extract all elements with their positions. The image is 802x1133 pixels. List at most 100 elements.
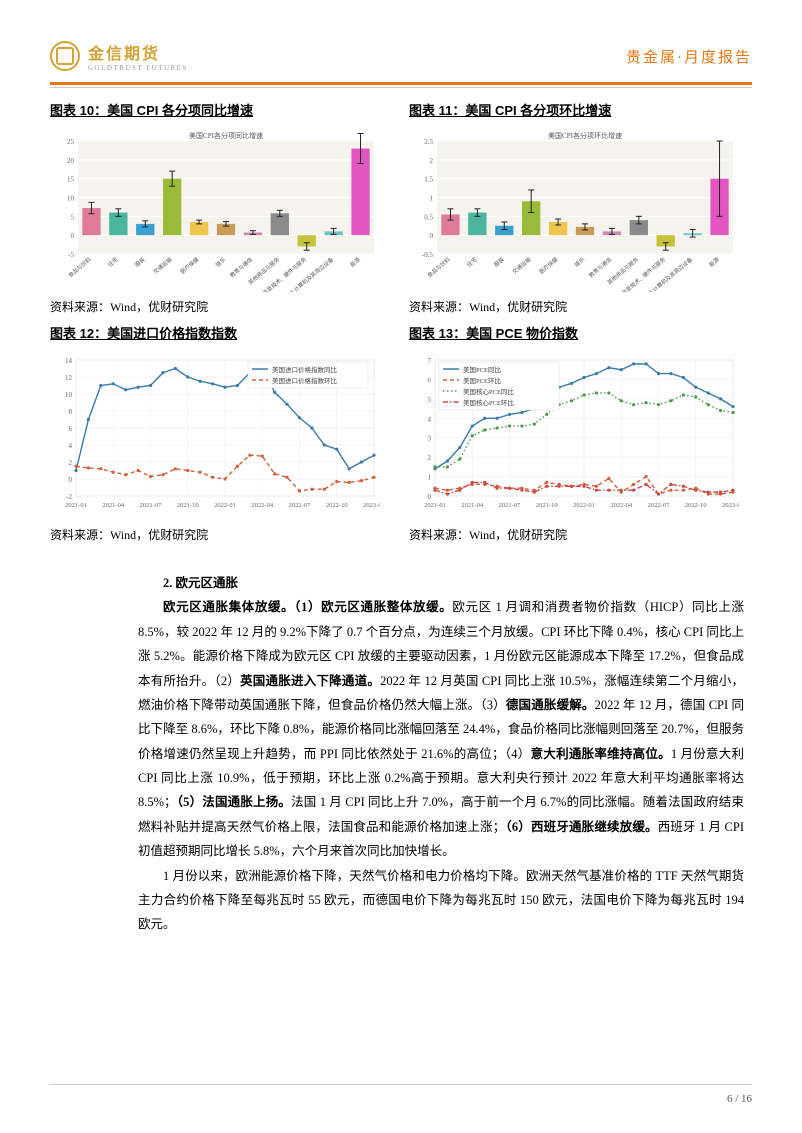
svg-text:12: 12 [65,374,73,382]
svg-text:美国CPI各分项同比增速: 美国CPI各分项同比增速 [189,131,263,140]
svg-text:0: 0 [69,476,73,484]
body-text: 2. 欧元区通胀 欧元区通胀集体放缓。（1）欧元区通胀整体放缓。欧元区 1 月调… [50,571,752,937]
svg-text:2021-04: 2021-04 [102,502,124,509]
svg-text:娱乐: 娱乐 [573,255,587,269]
svg-text:美国CPI各分项环比增速: 美国CPI各分项环比增速 [548,131,622,140]
svg-text:14: 14 [65,357,73,365]
chart-13-title: 图表 13：美国 PCE 物价指数 [409,323,752,342]
svg-text:教育与通信: 教育与通信 [228,255,255,279]
svg-text:2: 2 [428,454,432,462]
logo-text-en: GOLDTRUST FUTURES [88,64,188,72]
logo-text-cn: 金信期货 [88,40,188,64]
svg-text:2022-04: 2022-04 [610,502,632,509]
chart-10-block: 图表 10：美国 CPI 各分项同比增速 -5 0 5 10 15 20 25 美国CPI各分… [50,100,393,315]
svg-text:2022-07: 2022-07 [648,502,670,509]
svg-text:2023-01: 2023-01 [363,502,380,509]
svg-text:4: 4 [428,415,432,423]
svg-text:2021-04: 2021-04 [461,502,483,509]
svg-text:2022-10: 2022-10 [685,502,707,509]
svg-text:15: 15 [67,176,75,184]
svg-text:0: 0 [71,232,75,240]
svg-text:2: 2 [69,459,73,467]
header-divider-2 [50,87,752,88]
svg-text:2.5: 2.5 [424,138,433,146]
svg-text:2022-01: 2022-01 [214,502,236,509]
svg-text:服装: 服装 [133,255,147,269]
svg-text:6: 6 [428,376,432,384]
chart-11-title: 图表 11：美国 CPI 各分项环比增速 [409,100,752,119]
chart-13-source: 资料来源：Wind，优财研究院 [409,526,752,543]
paragraph-1: 欧元区通胀集体放缓。（1）欧元区通胀整体放缓。欧元区 1 月调和消费者物价指数（… [138,595,744,863]
svg-text:美国PCE同比: 美国PCE同比 [463,365,501,374]
chart-12-source: 资料来源：Wind，优财研究院 [50,526,393,543]
svg-text:25: 25 [67,138,75,146]
svg-text:2022-10: 2022-10 [326,502,348,509]
section-title: 2. 欧元区通胀 [163,576,238,590]
svg-text:美国PCE环比: 美国PCE环比 [463,376,501,385]
chart-12-svg: -2 0 2 4 6 8 10 12 14 2021-01 2021-04 2021-07 2021-1… [50,350,380,520]
chart-10-source: 资料来源：Wind，优财研究院 [50,298,393,315]
chart-11-source: 资料来源：Wind，优财研究院 [409,298,752,315]
svg-text:美国进口价格指数环比: 美国进口价格指数环比 [272,376,338,385]
svg-text:住宅: 住宅 [465,255,479,269]
svg-text:交通运输: 交通运输 [510,255,532,276]
svg-text:美国核心PCE环比: 美国核心PCE环比 [463,398,514,407]
chart-11-block: 图表 11：美国 CPI 各分项环比增速 -0.500.511.522.5美国C… [409,100,752,315]
logo-icon [50,41,80,71]
svg-text:0: 0 [428,493,432,501]
svg-text:-5: -5 [68,251,74,259]
svg-text:3: 3 [428,435,432,443]
page-header: 金信期货 GOLDTRUST FUTURES 贵金属·月度报告 [50,40,752,72]
svg-text:-0.5: -0.5 [422,251,434,259]
chart-13-block: 图表 13：美国 PCE 物价指数 0 1 2 3 4 5 6 7 2021-01 2021-04… [409,323,752,543]
svg-text:医疗保健: 医疗保健 [178,255,200,276]
charts-grid: 图表 10：美国 CPI 各分项同比增速 -50510152025美国CPI各分… [50,100,752,543]
chart-12-title: 图表 12：美国进口价格指数指数 [50,323,393,342]
svg-text:0.5: 0.5 [424,213,433,221]
chart-13-svg: 0 1 2 3 4 5 6 7 2021-01 2021-04 2021-07 2021-10 2022… [409,350,739,520]
svg-text:1.5: 1.5 [424,176,433,184]
header-report-type: 贵金属·月度报告 [626,46,752,67]
svg-text:1: 1 [428,474,432,482]
chart-10-svg: -50510152025美国CPI各分项同比增速食品与饮料住宅服装交通运输医疗保… [50,127,380,292]
svg-text:10: 10 [65,391,73,399]
svg-text:5: 5 [71,213,75,221]
svg-text:5: 5 [428,396,432,404]
svg-text:1: 1 [430,195,434,203]
svg-text:2021-10: 2021-10 [536,502,558,509]
chart-10-title: 图表 10：美国 CPI 各分项同比增速 [50,100,393,119]
svg-text:交通运输: 交通运输 [151,255,173,276]
svg-text:教育与通信: 教育与通信 [587,255,614,279]
svg-text:能源: 能源 [707,255,721,269]
chart-12-block: 图表 12：美国进口价格指数指数 -2 0 2 4 6 8 10 12 14 2021-01 202… [50,323,393,543]
paragraph-2: 1 月份以来，欧洲能源价格下降，天然气价格和电力价格均下降。欧洲天然气基准价格的… [138,864,744,937]
svg-text:8: 8 [69,408,73,416]
svg-text:能源: 能源 [348,255,362,269]
footer-line [50,1084,752,1085]
header-divider [50,82,752,85]
svg-text:2021-07: 2021-07 [499,502,521,509]
logo-area: 金信期货 GOLDTRUST FUTURES [50,40,188,72]
svg-text:2021-01: 2021-01 [424,502,446,509]
svg-text:医疗保健: 医疗保健 [537,255,559,276]
svg-text:7: 7 [428,357,432,365]
svg-text:-2: -2 [66,493,72,501]
svg-text:2023-01: 2023-01 [722,502,739,509]
svg-text:2022-07: 2022-07 [289,502,311,509]
svg-text:6: 6 [69,425,73,433]
svg-text:20: 20 [67,157,75,165]
svg-text:娱乐: 娱乐 [214,255,228,269]
svg-text:2021-10: 2021-10 [177,502,199,509]
svg-text:住宅: 住宅 [106,255,120,269]
svg-text:2022-04: 2022-04 [251,502,273,509]
svg-text:4: 4 [69,442,73,450]
svg-text:10: 10 [67,195,75,203]
page-footer: 6 / 16 [727,1093,752,1105]
chart-11-svg: -0.500.511.522.5美国CPI各分项环比增速食品与饮料住宅服装交通运… [409,127,739,292]
svg-text:2: 2 [430,157,434,165]
svg-text:美国核心PCE同比: 美国核心PCE同比 [463,387,514,396]
svg-text:2022-01: 2022-01 [573,502,595,509]
svg-text:2021-01: 2021-01 [65,502,87,509]
svg-text:美国进口价格指数同比: 美国进口价格指数同比 [272,365,338,374]
svg-text:2021-07: 2021-07 [140,502,162,509]
